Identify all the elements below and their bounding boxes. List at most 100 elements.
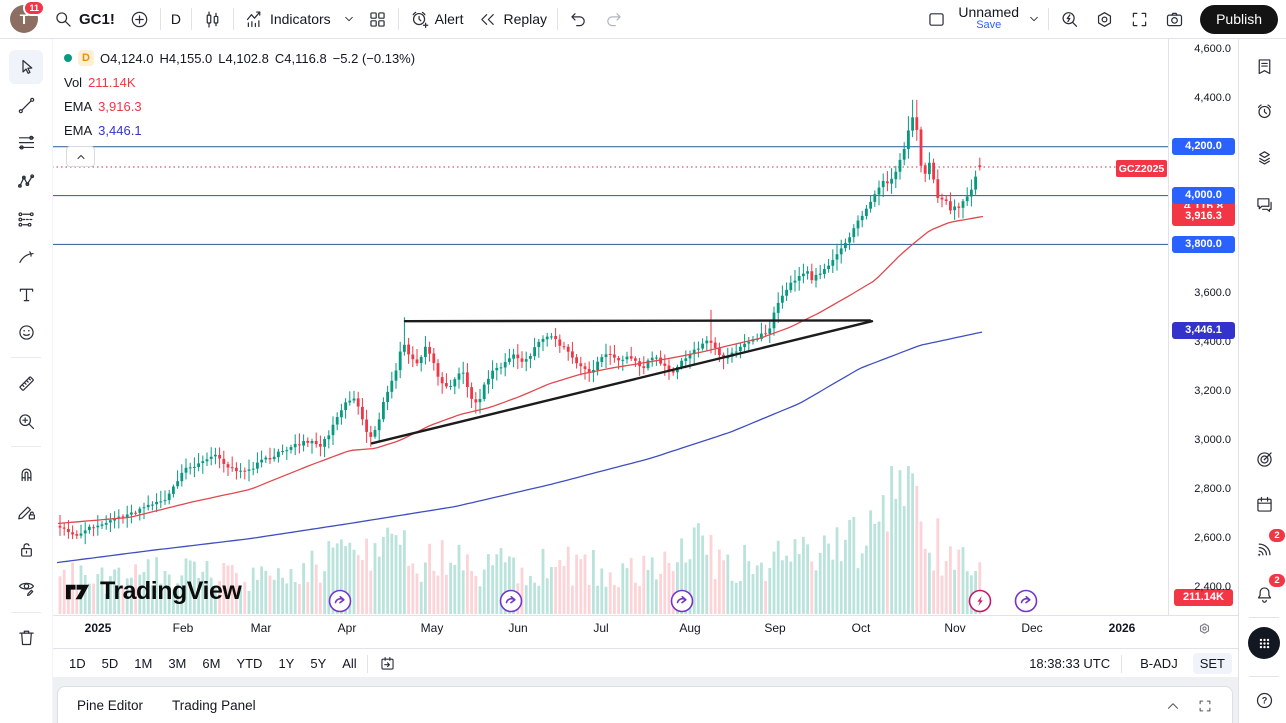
symbol-search-button[interactable]: GC1!	[46, 4, 122, 34]
apps-menu-button[interactable]	[1248, 627, 1280, 659]
axis-settings-icon[interactable]	[1196, 620, 1213, 637]
price-axis[interactable]: 4,116.8 03:31:26 211.14K 4,600.04,400.03…	[1168, 38, 1239, 615]
alerts-button[interactable]	[1246, 93, 1282, 129]
compare-add-button[interactable]	[122, 4, 157, 34]
forecast-tool[interactable]	[9, 202, 43, 236]
grid-layout-icon	[369, 11, 385, 27]
signals-button[interactable]: 2	[1246, 528, 1286, 567]
screenshot-button[interactable]	[1157, 4, 1192, 34]
magnet-tool[interactable]	[9, 456, 43, 490]
goto-date-button[interactable]	[371, 651, 404, 676]
divider	[1121, 654, 1123, 673]
undo-button[interactable]	[561, 4, 596, 34]
brush-tool[interactable]	[9, 240, 43, 274]
chart-canvas[interactable]	[52, 38, 1168, 615]
cursor-tool[interactable]	[9, 50, 43, 84]
ema1-label: EMA	[64, 98, 93, 114]
contract-label: GCZ2025	[1116, 160, 1167, 177]
legend-volume-row[interactable]: Vol 211.14K	[64, 70, 415, 94]
rollover-marker-icon[interactable]	[499, 589, 523, 613]
svg-text:?: ?	[1261, 695, 1267, 705]
save-link[interactable]: Save	[976, 19, 1002, 31]
zoom-in-tool[interactable]	[9, 404, 43, 438]
range-6m[interactable]: 6M	[202, 656, 221, 671]
indicators-button[interactable]: Indicators	[237, 4, 338, 34]
trendline-2[interactable]	[370, 319, 874, 445]
redo-button[interactable]	[596, 4, 631, 34]
calendar-button[interactable]	[1246, 486, 1282, 522]
divider	[1249, 617, 1279, 618]
tab-pine-editor[interactable]: Pine Editor	[77, 698, 144, 713]
notifications-count-badge: 2	[1268, 573, 1286, 588]
range-5d[interactable]: 5D	[101, 656, 119, 671]
ohlc-change: −5.2 (−0.13%)	[332, 50, 416, 66]
remove-drawings-tool[interactable]	[9, 620, 43, 654]
fullscreen-button[interactable]	[1122, 4, 1157, 34]
alert-button[interactable]: Alert	[402, 4, 471, 34]
layout-button[interactable]	[919, 4, 954, 34]
adjust-toggle[interactable]: B-ADJ	[1140, 656, 1178, 671]
text-tool[interactable]	[9, 277, 43, 311]
tradingview-logo-icon	[65, 584, 90, 600]
chat-button[interactable]	[1246, 186, 1282, 222]
rollover-marker-icon[interactable]	[670, 589, 694, 613]
object-tree-icon	[1258, 150, 1270, 165]
indicators-templates-button[interactable]	[338, 4, 360, 34]
pattern-tool[interactable]	[9, 164, 43, 198]
legend-ema2-row[interactable]: EMA 3,446.1	[64, 118, 415, 142]
replay-button[interactable]: Replay	[470, 4, 554, 34]
trendline-1[interactable]	[403, 319, 872, 323]
panel-maximize-icon[interactable]	[1196, 697, 1214, 715]
range-3m[interactable]: 3M	[168, 656, 187, 671]
watchlist-icon	[1258, 58, 1270, 74]
legend-main-row[interactable]: D O4,124.0 H4,155.0 L4,102.8 C4,116.8 −5…	[64, 46, 415, 70]
lock-drawings-tool[interactable]	[9, 532, 43, 566]
drawing-mode-tool[interactable]	[9, 494, 43, 528]
rollover-marker-icon[interactable]	[328, 589, 352, 613]
measure-tool[interactable]	[9, 366, 43, 400]
ema-line-2[interactable]	[56, 331, 983, 564]
divider	[159, 8, 161, 30]
streams-button[interactable]	[1246, 441, 1282, 477]
ema-line-1[interactable]	[57, 215, 984, 525]
fib-retracement-tool[interactable]	[9, 126, 43, 160]
range-all[interactable]: All	[342, 656, 357, 671]
alerts-icon	[1257, 103, 1271, 118]
alert-clock-icon	[412, 11, 429, 28]
legend-ema1-row[interactable]: EMA 3,916.3	[64, 94, 415, 118]
range-1y[interactable]: 1Y	[278, 656, 295, 671]
clock[interactable]: 18:38:33 UTC	[1029, 656, 1111, 671]
toolbar-left-group: T 11 GC1! D Indicators	[0, 0, 919, 38]
publish-button[interactable]: Publish	[1200, 4, 1278, 34]
settings-button[interactable]	[1087, 4, 1122, 34]
grid-layout-button[interactable]	[360, 4, 395, 34]
time-axis[interactable]: 2025 Feb Mar Apr May Jun Jul Aug Sep Oct Nov Dec 202…	[52, 615, 1238, 649]
tab-trading-panel[interactable]: Trading Panel	[172, 698, 256, 713]
hide-drawings-tool[interactable]	[9, 570, 43, 604]
event-marker-icon[interactable]	[968, 589, 992, 613]
rollover-marker-icon[interactable]	[1014, 589, 1038, 613]
quick-search-button[interactable]	[1052, 4, 1087, 34]
chart-style-button[interactable]	[195, 4, 230, 34]
range-5y[interactable]: 5Y	[310, 656, 327, 671]
notifications-button[interactable]: 2	[1246, 573, 1286, 612]
legend-collapse-button[interactable]	[66, 146, 95, 167]
panel-expand-icon[interactable]	[1164, 697, 1182, 715]
range-1d[interactable]: 1D	[69, 656, 86, 671]
remove-drawings-tool-icon	[18, 630, 34, 645]
settlement-toggle[interactable]: SET	[1192, 653, 1232, 674]
range-buttons: 1D 5D 1M 3M 6M YTD 1Y 5Y All	[52, 653, 364, 674]
signals-icon	[1257, 542, 1271, 556]
interval-button[interactable]: D	[164, 4, 188, 34]
layout-menu-button[interactable]	[1023, 4, 1045, 34]
range-1m[interactable]: 1M	[134, 656, 153, 671]
help-button[interactable]: ?	[1246, 682, 1282, 718]
trend-line-tool[interactable]	[9, 88, 43, 122]
range-ytd[interactable]: YTD	[236, 656, 263, 671]
watchlist-button[interactable]	[1246, 48, 1282, 84]
user-avatar[interactable]: T 11	[10, 0, 45, 33]
object-tree-button[interactable]	[1246, 139, 1282, 175]
emoji-tool[interactable]	[9, 315, 43, 349]
axis-label-2,400.0: 2,400.0	[1194, 580, 1231, 593]
layout-name-button[interactable]: Unnamed Save	[954, 5, 1023, 32]
